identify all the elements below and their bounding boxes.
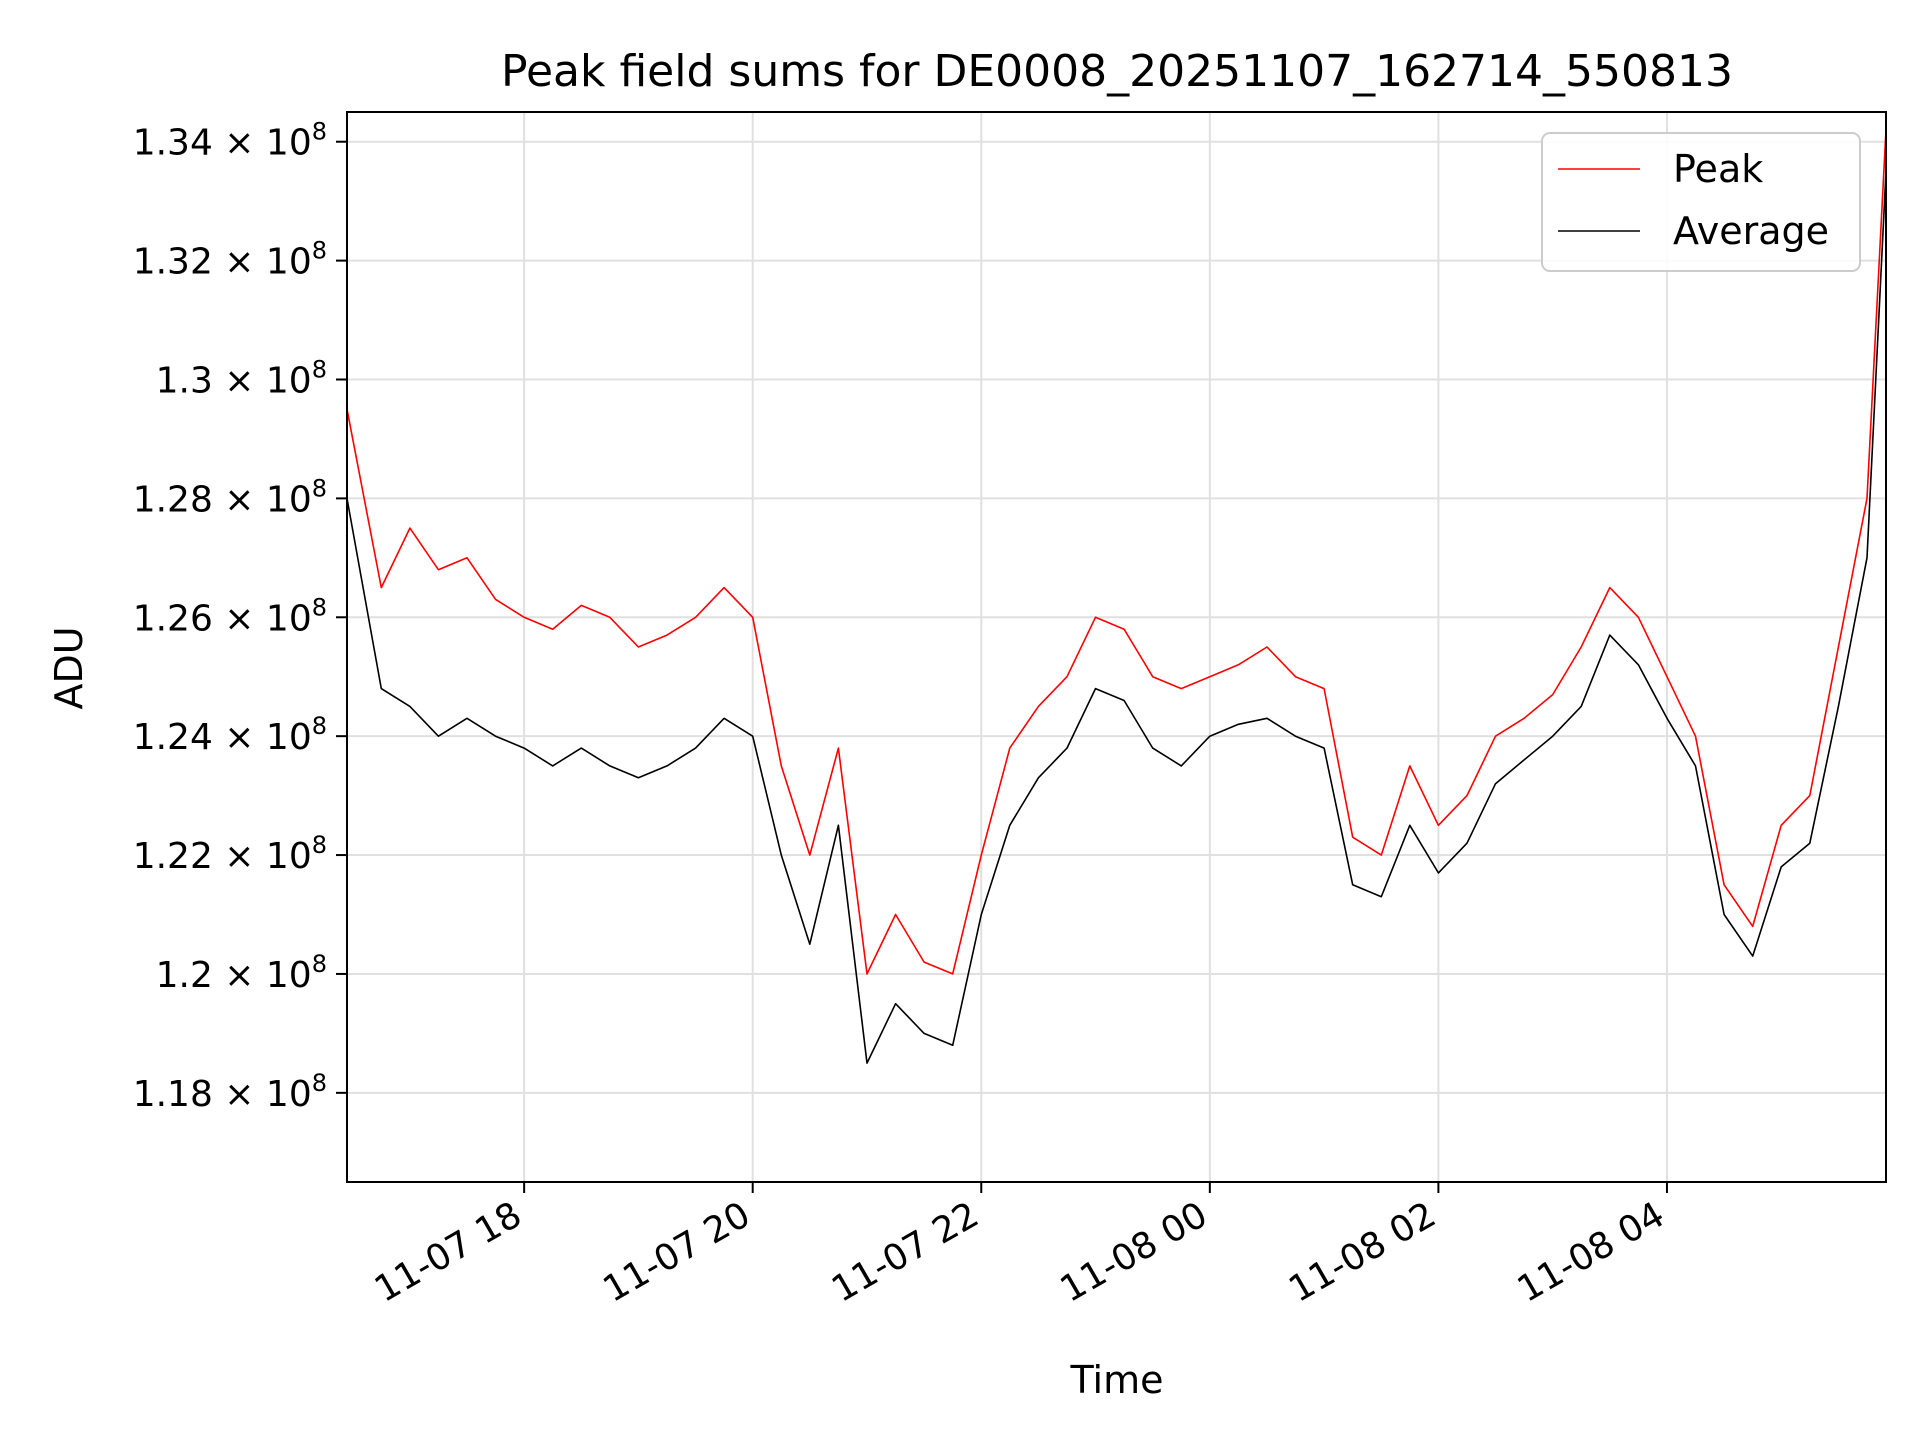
y-tick-label: 1.26 × 108	[133, 593, 327, 639]
legend-label-peak: Peak	[1673, 147, 1763, 191]
series-layer	[346, 129, 1887, 1064]
y-tick-label: 1.28 × 108	[133, 474, 327, 520]
legend-box	[1541, 132, 1861, 272]
legend-label-average: Average	[1673, 209, 1829, 253]
series-line-peak	[346, 129, 1887, 975]
y-tick-label: 1.2 × 108	[156, 950, 327, 996]
y-tick-label: 1.18 × 108	[133, 1069, 327, 1115]
y-tick-label: 1.24 × 108	[133, 712, 327, 758]
y-tick-label: 1.22 × 108	[133, 831, 327, 877]
series-line-average	[346, 171, 1887, 1064]
plot-frame	[346, 111, 1887, 1183]
y-tick-label: 1.32 × 108	[133, 237, 327, 283]
chart-title: Peak field sums for DE0008_20251107_1627…	[501, 46, 1733, 97]
y-axis-label: ADU	[47, 626, 91, 709]
x-axis-label: Time	[1070, 1358, 1164, 1402]
y-tick-label: 1.34 × 108	[133, 118, 327, 164]
legend: Peak Average	[1541, 132, 1861, 272]
y-tick-label: 1.3 × 108	[156, 356, 327, 402]
grid	[347, 112, 1886, 1182]
